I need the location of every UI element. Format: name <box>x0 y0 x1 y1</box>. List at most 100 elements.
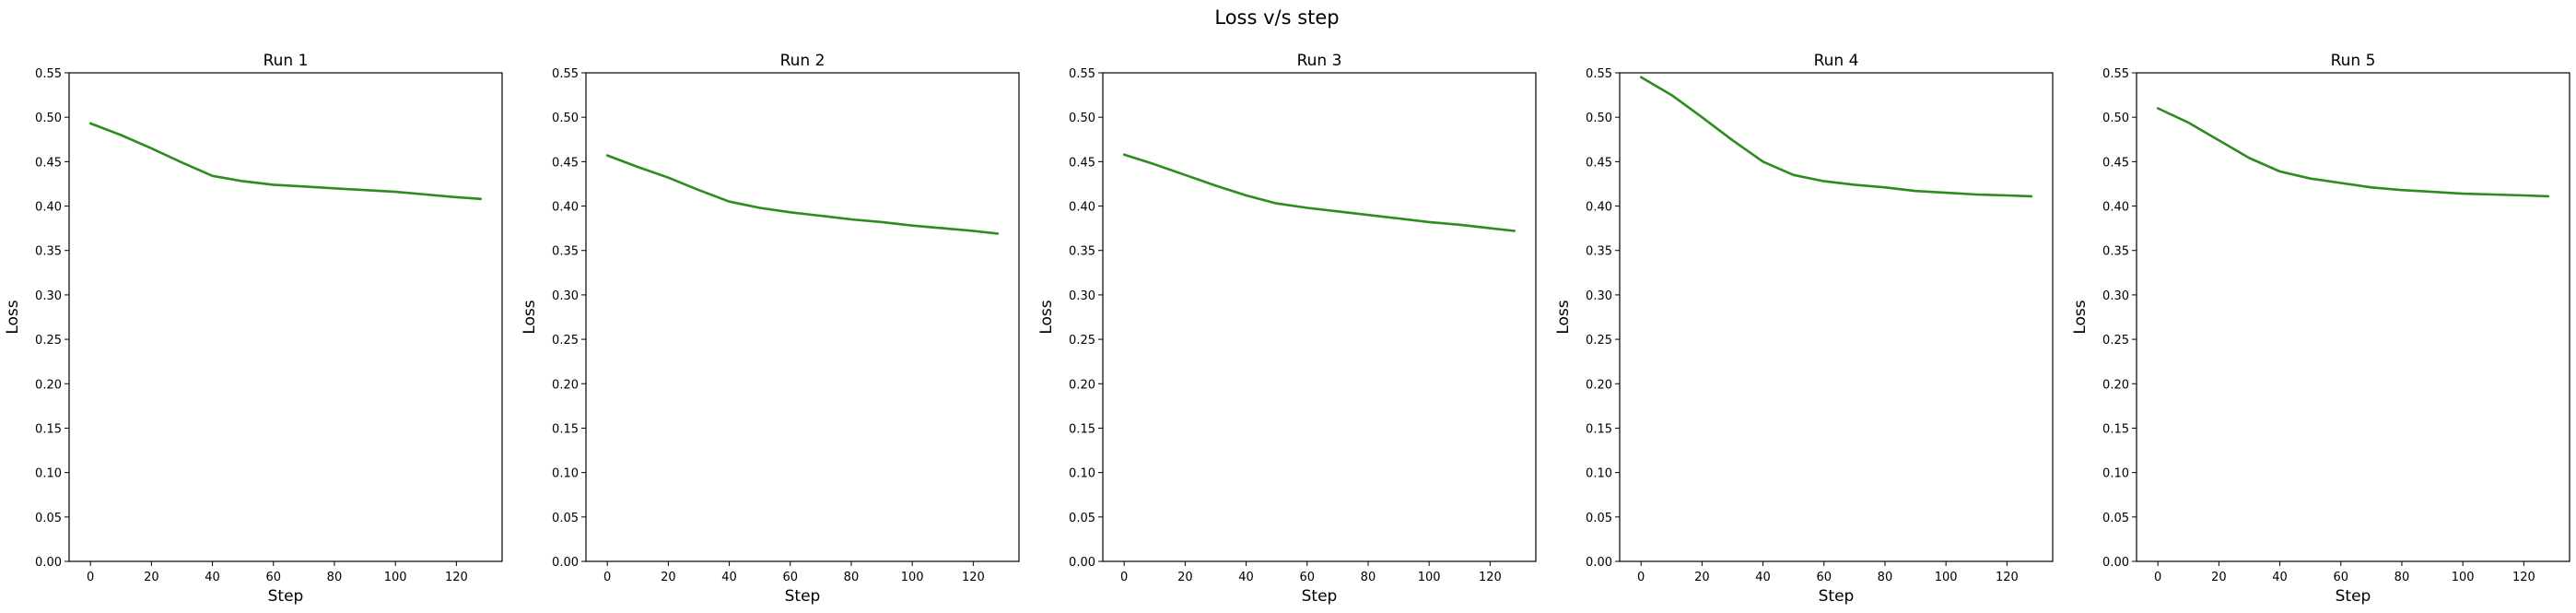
y-tick-label: 0.20 <box>1069 378 1095 392</box>
y-tick-label: 0.50 <box>1586 112 1612 125</box>
y-tick-label: 0.45 <box>1069 156 1095 170</box>
y-tick-label: 0.50 <box>35 112 62 125</box>
x-tick-label: 0 <box>87 571 94 584</box>
y-tick-label: 0.05 <box>2102 512 2129 525</box>
x-tick-label: 40 <box>721 571 737 584</box>
x-tick-label: 80 <box>844 571 860 584</box>
y-axis-label: Loss <box>521 300 539 334</box>
y-tick-label: 0.20 <box>2102 378 2129 392</box>
y-tick-label: 0.45 <box>552 156 579 170</box>
x-tick-label: 0 <box>603 571 611 584</box>
y-tick-label: 0.30 <box>35 289 62 303</box>
x-tick-label: 120 <box>1996 571 2019 584</box>
x-tick-label: 40 <box>205 571 220 584</box>
x-tick-label: 40 <box>1238 571 1254 584</box>
y-tick-label: 0.35 <box>552 245 579 259</box>
y-tick-label: 0.25 <box>1586 334 1612 348</box>
x-axis-label: Step <box>1819 587 1855 606</box>
x-tick-label: 60 <box>2333 571 2348 584</box>
y-tick-label: 0.15 <box>2102 422 2129 436</box>
y-tick-label: 0.20 <box>1586 378 1612 392</box>
y-tick-label: 0.10 <box>35 467 62 481</box>
y-tick-label: 0.05 <box>552 512 579 525</box>
x-tick-label: 60 <box>1299 571 1315 584</box>
axes-frame <box>2136 72 2570 562</box>
x-tick-label: 100 <box>1935 571 1958 584</box>
y-tick-label: 0.55 <box>1069 67 1095 81</box>
y-tick-label: 0.25 <box>552 334 579 348</box>
y-tick-label: 0.10 <box>552 467 579 481</box>
y-tick-label: 0.40 <box>1069 201 1095 215</box>
loss-line-series-1 <box>2156 107 2550 198</box>
x-axis-label: Step <box>785 587 821 606</box>
y-tick-label: 0.50 <box>552 112 579 125</box>
chart-panel-4: Run 4 0.00 0.05 0.10 0.15 0.20 0.25 0.30 0.35 0.4… <box>1554 52 2054 606</box>
y-tick-label: 0.55 <box>2102 67 2129 81</box>
chart-title: Run 3 <box>1297 52 1342 70</box>
x-tick-label: 120 <box>445 571 468 584</box>
chart-title: Run 4 <box>1814 52 1859 70</box>
y-tick-label: 0.10 <box>1586 467 1612 481</box>
x-tick-label: 80 <box>1361 571 1376 584</box>
x-tick-label: 80 <box>327 571 343 584</box>
chart-title: Run 2 <box>780 52 825 70</box>
y-tick-label: 0.15 <box>552 422 579 436</box>
chart-panels: Run 1 0.00 0.05 0.10 0.15 0.20 0.25 0.30 0.35 0.4… <box>4 52 2570 606</box>
y-tick-label: 0.00 <box>552 556 579 570</box>
y-tick-label: 0.50 <box>2102 112 2129 125</box>
x-axis-label: Step <box>1302 587 1338 606</box>
y-tick-label: 0.05 <box>1069 512 1095 525</box>
y-tick-label: 0.45 <box>35 156 62 170</box>
y-axis-label: Loss <box>2071 300 2090 334</box>
y-tick-label: 0.15 <box>1586 422 1612 436</box>
y-tick-label: 0.30 <box>2102 289 2129 303</box>
y-axis-label: Loss <box>4 300 22 334</box>
loss-line-series-1 <box>1122 153 1516 232</box>
x-tick-label: 0 <box>1637 571 1645 584</box>
x-tick-label: 80 <box>2395 571 2410 584</box>
x-tick-label: 20 <box>144 571 159 584</box>
y-tick-label: 0.25 <box>1069 334 1095 348</box>
y-tick-label: 0.55 <box>35 67 62 81</box>
y-tick-label: 0.45 <box>1586 156 1612 170</box>
axes-frame <box>1619 72 2054 562</box>
y-tick-label: 0.10 <box>2102 467 2129 481</box>
axes-frame <box>1102 72 1537 562</box>
chart-panel-2: Run 2 0.00 0.05 0.10 0.15 0.20 0.25 0.30 0.35 0.4… <box>521 52 1020 606</box>
axes-frame <box>68 72 503 562</box>
y-tick-label: 0.30 <box>1069 289 1095 303</box>
x-tick-label: 100 <box>2452 571 2475 584</box>
y-tick-label: 0.20 <box>552 378 579 392</box>
chart-title: Run 5 <box>2331 52 2376 70</box>
x-tick-label: 40 <box>1755 571 1771 584</box>
x-tick-label: 60 <box>1816 571 1832 584</box>
x-tick-label: 80 <box>1878 571 1893 584</box>
x-tick-label: 0 <box>1120 571 1128 584</box>
x-tick-label: 20 <box>1694 571 1710 584</box>
y-tick-label: 0.20 <box>35 378 62 392</box>
x-tick-label: 0 <box>2154 571 2161 584</box>
loss-line-series-1 <box>1639 76 2033 198</box>
x-tick-label: 60 <box>265 571 281 584</box>
x-tick-label: 120 <box>962 571 985 584</box>
loss-line-series-1 <box>605 154 1000 235</box>
x-tick-label: 20 <box>661 571 676 584</box>
y-tick-label: 0.40 <box>552 201 579 215</box>
y-tick-label: 0.15 <box>35 422 62 436</box>
y-tick-label: 0.30 <box>1586 289 1612 303</box>
y-tick-label: 0.00 <box>1586 556 1612 570</box>
figure-suptitle: Loss v/s step <box>1214 6 1339 29</box>
y-tick-label: 0.40 <box>1586 201 1612 215</box>
x-tick-label: 100 <box>901 571 924 584</box>
y-tick-label: 0.00 <box>35 556 62 570</box>
axes-frame <box>585 72 1020 562</box>
x-tick-label: 120 <box>1479 571 1502 584</box>
y-tick-label: 0.35 <box>1069 245 1095 259</box>
y-tick-label: 0.15 <box>1069 422 1095 436</box>
chart-title: Run 1 <box>263 52 309 70</box>
x-tick-label: 100 <box>1418 571 1441 584</box>
x-axis-label: Step <box>268 587 304 606</box>
y-tick-label: 0.00 <box>2102 556 2129 570</box>
y-tick-label: 0.35 <box>2102 245 2129 259</box>
